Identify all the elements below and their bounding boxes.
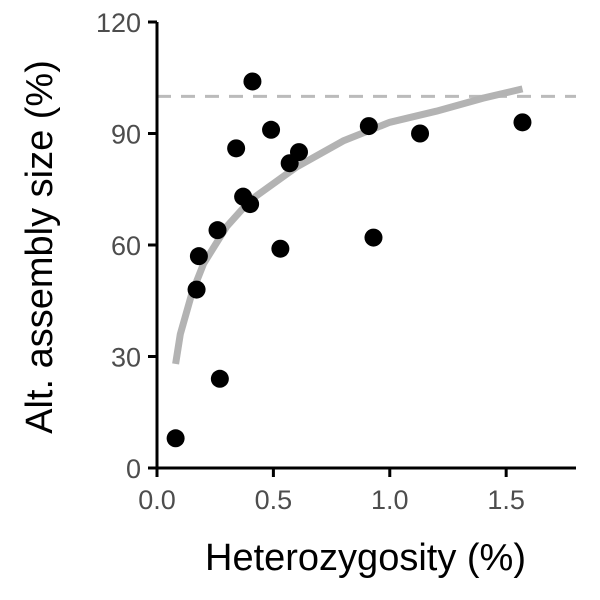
data-point xyxy=(210,369,229,388)
y-tick-label: 90 xyxy=(111,120,141,150)
y-tick-label: 120 xyxy=(96,8,141,38)
x-tick-label: 1.0 xyxy=(371,485,409,515)
data-point xyxy=(166,429,185,448)
y-axis-title: Alt. assembly size (%) xyxy=(19,60,61,434)
data-point xyxy=(271,239,290,258)
data-point xyxy=(513,113,532,132)
x-tick-label: 0.5 xyxy=(255,485,293,515)
data-point xyxy=(262,120,281,139)
y-tick-label: 0 xyxy=(126,454,141,484)
data-point xyxy=(241,195,260,214)
data-point xyxy=(243,72,262,91)
x-tick-label: 1.5 xyxy=(487,485,525,515)
y-tick-label: 30 xyxy=(111,343,141,373)
x-axis-title: Heterozygosity (%) xyxy=(205,537,526,579)
data-point xyxy=(187,280,206,299)
data-point xyxy=(227,139,246,158)
data-point xyxy=(359,117,378,136)
fit-curve xyxy=(172,85,524,365)
data-point xyxy=(208,221,227,240)
data-point xyxy=(289,143,308,162)
y-tick-label: 60 xyxy=(111,231,141,261)
x-tick-label: 0.0 xyxy=(138,485,176,515)
data-point xyxy=(189,247,208,266)
data-point xyxy=(411,124,430,143)
data-point xyxy=(364,228,383,247)
